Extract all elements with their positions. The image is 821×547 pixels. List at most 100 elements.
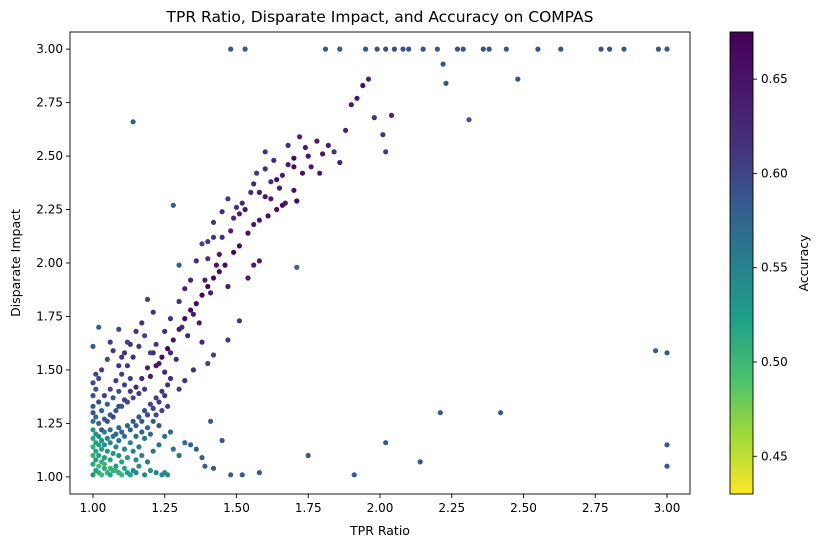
scatter-point xyxy=(440,61,446,67)
colorbar-tick-label: 0.45 xyxy=(761,449,788,463)
scatter-point xyxy=(90,452,96,459)
scatter-point xyxy=(374,46,380,52)
scatter-point xyxy=(96,433,102,439)
x-axis-label: TPR Ratio xyxy=(349,523,410,538)
scatter-point xyxy=(113,444,119,450)
scatter-point xyxy=(297,134,303,140)
scatter-point xyxy=(142,333,148,339)
scatter-point xyxy=(90,435,96,441)
scatter-point xyxy=(162,369,168,375)
scatter-point xyxy=(139,418,145,424)
scatter-point xyxy=(276,185,283,191)
scatter-point xyxy=(239,200,245,206)
scatter-point xyxy=(182,378,188,384)
scatter-point xyxy=(167,350,174,356)
scatter-point xyxy=(274,177,280,183)
scatter-point xyxy=(176,386,182,392)
colorbar-gradient xyxy=(729,31,754,495)
scatter-point xyxy=(365,76,372,82)
scatter-point xyxy=(242,46,248,52)
scatter-point xyxy=(279,172,285,178)
scatter-point xyxy=(268,196,274,202)
scatter-point xyxy=(653,348,659,354)
scatter-point xyxy=(130,354,136,360)
scatter-point xyxy=(130,448,136,454)
scatter-point xyxy=(99,367,105,373)
scatter-point xyxy=(150,418,156,424)
scatter-point xyxy=(216,251,222,257)
scatter-point xyxy=(96,399,102,405)
scatter-point xyxy=(202,277,208,283)
scatter-point xyxy=(159,388,165,394)
scatter-point xyxy=(236,318,242,324)
scatter-point xyxy=(225,196,231,202)
x-tick-label: 2.00 xyxy=(367,501,394,515)
x-tick-label: 1.75 xyxy=(295,501,322,515)
scatter-point xyxy=(153,341,159,347)
scatter-point xyxy=(256,217,262,223)
scatter-point xyxy=(90,418,96,424)
scatter-point xyxy=(558,46,564,52)
scatter-point xyxy=(116,437,122,444)
scatter-point xyxy=(535,46,541,52)
scatter-point xyxy=(147,401,153,407)
scatter-point xyxy=(607,46,613,52)
scatter-point xyxy=(182,440,188,446)
scatter-point xyxy=(294,264,300,270)
scatter-point xyxy=(320,151,326,157)
scatter-point xyxy=(274,206,280,213)
scatter-point xyxy=(165,382,171,388)
scatter-point xyxy=(101,465,107,471)
scatter-point xyxy=(210,234,217,240)
scatter-point xyxy=(236,243,242,249)
scatter-point xyxy=(101,455,107,461)
scatter-point xyxy=(136,414,142,420)
scatter-point xyxy=(142,408,148,414)
scatter-point xyxy=(185,333,191,339)
scatter-point xyxy=(239,472,245,478)
scatter-point xyxy=(124,399,130,405)
scatter-point xyxy=(454,46,461,52)
scatter-point xyxy=(219,209,225,215)
scatter-point xyxy=(107,465,113,471)
scatter-point xyxy=(348,102,354,108)
scatter-point xyxy=(251,221,257,228)
scatter-point xyxy=(93,414,99,420)
colorbar: 0.45 0.50 0.55 0.60 0.65 Accuracy xyxy=(729,31,811,495)
scatter-point xyxy=(242,206,248,213)
scatter-point xyxy=(99,472,105,478)
scatter-point xyxy=(116,425,122,431)
scatter-point xyxy=(498,410,504,416)
scatter-point xyxy=(383,440,389,446)
scatter-point xyxy=(308,164,314,170)
scatter-point xyxy=(104,448,110,454)
scatter-point xyxy=(133,433,139,439)
scatter-point xyxy=(156,360,162,367)
scatter-point xyxy=(90,380,96,386)
scatter-point xyxy=(124,455,130,461)
scatter-point xyxy=(116,388,122,394)
scatter-point xyxy=(305,452,311,459)
scatter-point xyxy=(110,395,116,401)
scatter-point xyxy=(165,346,171,352)
scatter-point xyxy=(205,360,211,367)
scatter-point xyxy=(93,448,99,454)
scatter-point xyxy=(199,241,205,247)
scatter-point xyxy=(113,408,119,414)
scatter-point xyxy=(248,189,254,195)
scatter-point xyxy=(101,429,107,435)
scatter-point xyxy=(294,198,300,204)
y-tick-label: 2.25 xyxy=(36,203,63,217)
colorbar-tick-label: 0.60 xyxy=(761,166,788,180)
scatter-point xyxy=(256,258,262,264)
scatter-point xyxy=(228,46,234,52)
scatter-point xyxy=(383,46,389,52)
scatter-point xyxy=(90,343,96,349)
scatter-point xyxy=(317,170,323,176)
scatter-point xyxy=(153,395,159,401)
scatter-point xyxy=(93,371,99,377)
scatter-point xyxy=(193,258,199,264)
scatter-point xyxy=(101,461,107,467)
scatter-point xyxy=(162,470,168,476)
scatter-point xyxy=(156,399,162,405)
